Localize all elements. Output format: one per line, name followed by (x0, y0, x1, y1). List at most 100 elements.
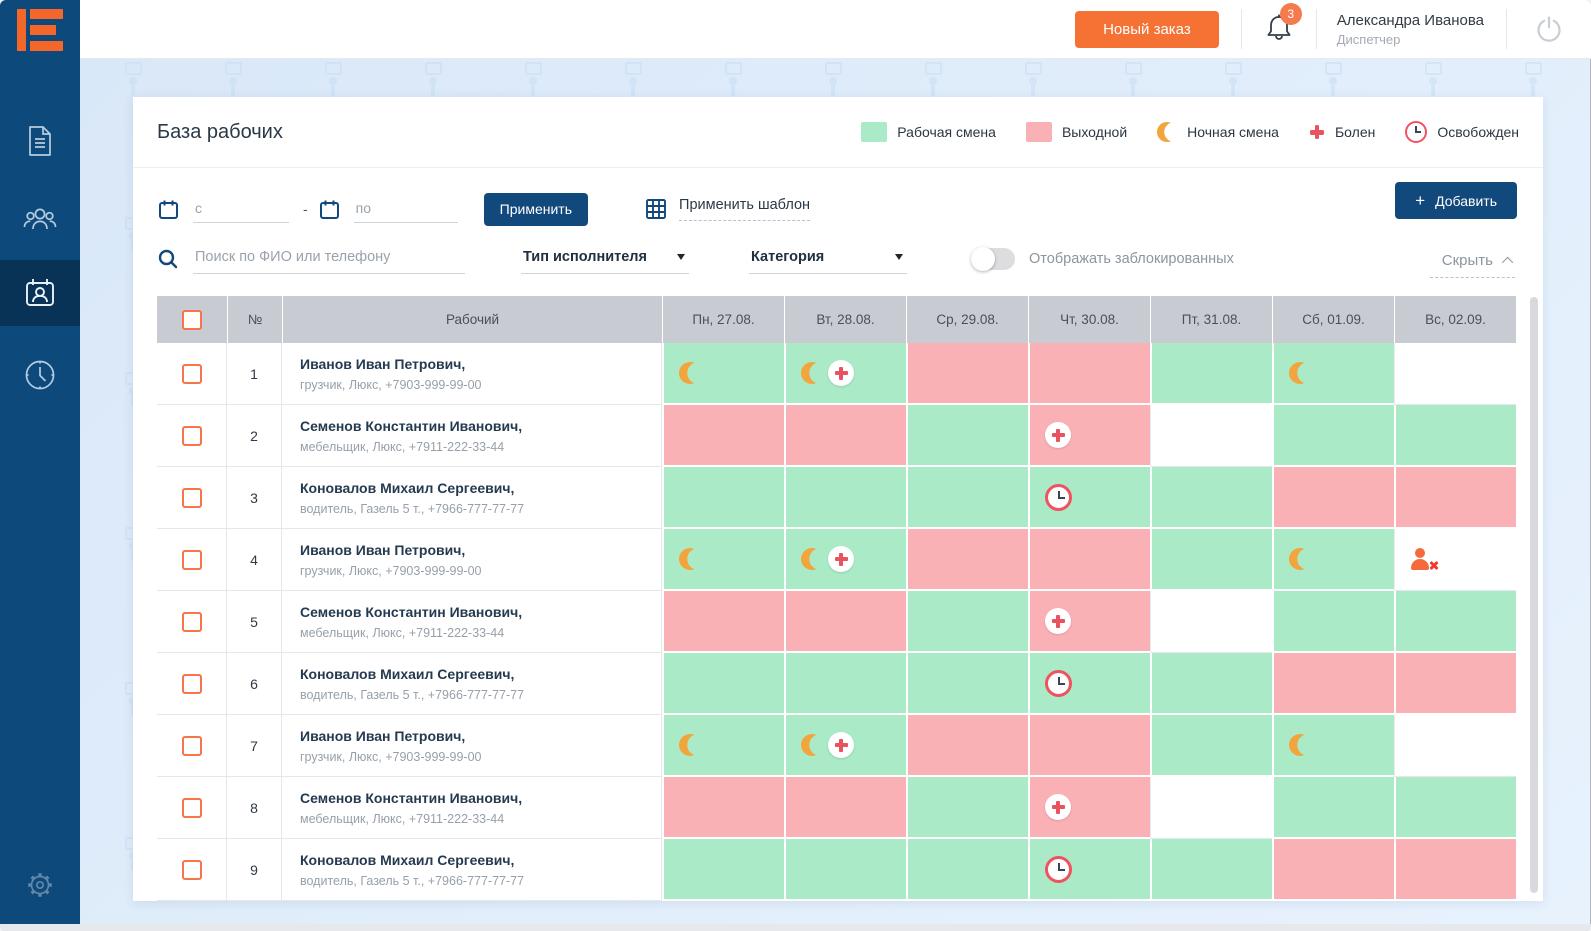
shift-cell[interactable] (1028, 529, 1150, 591)
shift-cell[interactable] (1394, 529, 1516, 591)
shift-cell[interactable] (784, 405, 906, 467)
shift-cell[interactable] (1028, 715, 1150, 777)
shift-cell[interactable] (1272, 467, 1394, 529)
new-order-button[interactable]: Новый заказ (1075, 10, 1219, 48)
shift-cell[interactable] (662, 467, 784, 529)
shift-cell[interactable] (1150, 839, 1272, 901)
notifications-button[interactable]: 3 (1244, 3, 1314, 47)
sidebar-item-history[interactable] (0, 342, 80, 408)
shift-cell[interactable] (662, 405, 784, 467)
shift-cell[interactable] (906, 529, 1028, 591)
shift-cell[interactable] (1150, 777, 1272, 839)
shift-cell[interactable] (906, 839, 1028, 901)
shift-cell[interactable] (662, 591, 784, 653)
shift-cell[interactable] (1394, 715, 1516, 777)
shift-cell[interactable] (784, 467, 906, 529)
user-menu[interactable]: Александра Иванова Диспетчер (1317, 12, 1506, 47)
shift-cell[interactable] (1272, 839, 1394, 901)
shift-cell[interactable] (1150, 529, 1272, 591)
shift-cell[interactable] (784, 839, 906, 901)
date-from-input[interactable] (193, 195, 289, 223)
apply-button[interactable]: Применить (483, 192, 589, 226)
select-row-checkbox[interactable] (181, 487, 202, 508)
shift-cell[interactable] (784, 591, 906, 653)
shift-cell[interactable] (1394, 777, 1516, 839)
worker-name: Семенов Константин Иванович, (300, 789, 523, 806)
shift-cell[interactable] (662, 839, 784, 901)
select-row-checkbox[interactable] (181, 797, 202, 818)
shift-cell[interactable] (784, 715, 906, 777)
shift-cell[interactable] (662, 653, 784, 715)
worker-name: Иванов Иван Петрович, (300, 727, 466, 744)
watermark-figure (1120, 62, 1146, 104)
sidebar-item-orders[interactable] (0, 108, 80, 174)
shift-cell[interactable] (1272, 405, 1394, 467)
divider (1506, 9, 1507, 49)
shift-cell[interactable] (906, 653, 1028, 715)
show-blocked-toggle[interactable] (971, 247, 1015, 271)
shift-cell[interactable] (1150, 591, 1272, 653)
shift-cell[interactable] (1150, 653, 1272, 715)
select-row-checkbox[interactable] (181, 735, 202, 756)
shift-cell[interactable] (662, 343, 784, 405)
shift-cell[interactable] (1394, 653, 1516, 715)
date-to-input[interactable] (353, 195, 458, 223)
select-row-checkbox[interactable] (181, 611, 202, 632)
shift-cell[interactable] (906, 591, 1028, 653)
shift-cell[interactable] (1272, 529, 1394, 591)
select-row-checkbox[interactable] (181, 363, 202, 384)
shift-cell[interactable] (784, 653, 906, 715)
shift-cell[interactable] (784, 343, 906, 405)
shift-cell[interactable] (1394, 591, 1516, 653)
search-input[interactable] (193, 244, 465, 274)
shift-cell[interactable] (906, 405, 1028, 467)
add-button[interactable]: + Добавить (1395, 182, 1517, 219)
shift-cell[interactable] (1028, 653, 1150, 715)
shift-cell[interactable] (1272, 715, 1394, 777)
shift-cell[interactable] (1028, 591, 1150, 653)
shift-cell[interactable] (662, 529, 784, 591)
executor-type-select[interactable]: Тип исполнителя (521, 245, 689, 274)
apply-template-link[interactable]: Применить шаблон (644, 197, 811, 221)
shift-cell[interactable] (1150, 715, 1272, 777)
app-logo[interactable] (17, 9, 63, 51)
shift-cell[interactable] (1028, 777, 1150, 839)
sidebar-item-worker-schedule[interactable] (0, 260, 80, 326)
select-row-checkbox[interactable] (181, 673, 202, 694)
shift-cell[interactable] (784, 529, 906, 591)
shift-cell[interactable] (784, 777, 906, 839)
shift-cell[interactable] (1028, 467, 1150, 529)
shift-cell[interactable] (1394, 343, 1516, 405)
hide-filters-link[interactable]: Скрыть (1429, 252, 1515, 278)
sidebar-item-settings[interactable] (0, 852, 80, 918)
shift-cell[interactable] (1272, 591, 1394, 653)
shift-cell[interactable] (1272, 777, 1394, 839)
shift-cell[interactable] (906, 777, 1028, 839)
shift-cell[interactable] (1028, 405, 1150, 467)
shift-cell[interactable] (662, 715, 784, 777)
select-row-checkbox[interactable] (181, 425, 202, 446)
shift-cell[interactable] (1150, 467, 1272, 529)
category-select[interactable]: Категория (749, 245, 907, 274)
shift-cell[interactable] (906, 467, 1028, 529)
select-row-checkbox[interactable] (181, 549, 202, 570)
plus-icon: + (1415, 191, 1426, 210)
scrollbar-thumb[interactable] (1530, 297, 1538, 893)
shift-cell[interactable] (1028, 839, 1150, 901)
select-all-checkbox[interactable] (182, 309, 202, 330)
shift-cell[interactable] (1394, 467, 1516, 529)
shift-cell[interactable] (1394, 839, 1516, 901)
logout-button[interactable] (1507, 14, 1591, 44)
shift-cell[interactable] (906, 715, 1028, 777)
night-shift-moon-icon (1157, 122, 1178, 142)
shift-cell[interactable] (1272, 343, 1394, 405)
shift-cell[interactable] (1028, 343, 1150, 405)
select-row-checkbox[interactable] (181, 859, 202, 880)
sidebar-item-workers[interactable] (0, 186, 80, 252)
shift-cell[interactable] (1150, 405, 1272, 467)
shift-cell[interactable] (662, 777, 784, 839)
shift-cell[interactable] (1272, 653, 1394, 715)
shift-cell[interactable] (1150, 343, 1272, 405)
shift-cell[interactable] (1394, 405, 1516, 467)
shift-cell[interactable] (906, 343, 1028, 405)
